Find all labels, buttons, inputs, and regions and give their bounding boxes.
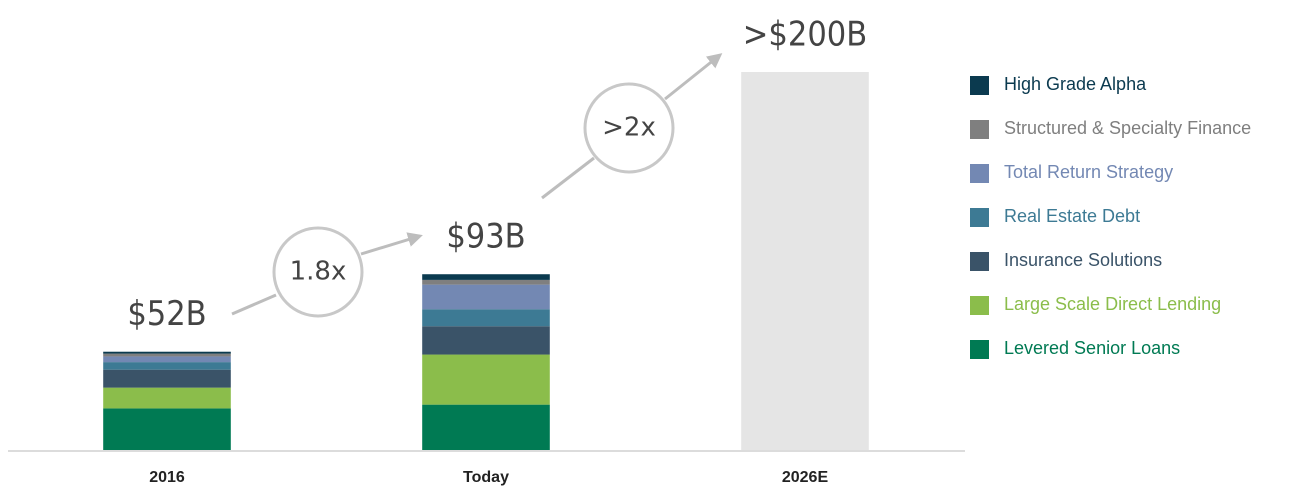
legend-label: High Grade Alpha	[1004, 74, 1147, 94]
arrow	[664, 53, 723, 101]
bar-segment	[103, 369, 231, 388]
legend-label: Total Return Strategy	[1004, 162, 1173, 182]
bar-segment	[422, 279, 550, 285]
legend-label: Insurance Solutions	[1004, 250, 1162, 270]
arrow	[541, 156, 595, 200]
bar-segment	[422, 326, 550, 355]
bar-segment	[103, 353, 231, 357]
total-label: $52B	[127, 294, 206, 334]
annotation-circle	[272, 226, 364, 318]
total-label: $93B	[446, 217, 525, 257]
legend-label: Structured & Specialty Finance	[1004, 118, 1251, 138]
bar-segment	[422, 354, 550, 405]
legend-swatch	[970, 296, 989, 315]
legend-swatch	[970, 252, 989, 271]
bar-segment	[103, 356, 231, 363]
legend-label: Real Estate Debt	[1004, 206, 1140, 226]
bar-segment	[422, 274, 550, 280]
bar-segment	[103, 387, 231, 409]
legend-swatch	[970, 340, 989, 359]
legend-swatch	[970, 208, 989, 227]
legend-label: Large Scale Direct Lending	[1004, 294, 1221, 314]
bar-segment	[422, 284, 550, 310]
legend-label: Levered Senior Loans	[1004, 338, 1180, 358]
x-tick-label: 2026E	[782, 469, 829, 486]
bar-segment	[103, 408, 231, 450]
annotation-circle	[583, 82, 675, 174]
x-tick-label: Today	[463, 469, 509, 486]
arrow	[231, 293, 277, 316]
bar	[741, 72, 869, 450]
x-tick-label: 2016	[149, 469, 185, 486]
bar-segment	[422, 309, 550, 327]
bar-segment	[422, 404, 550, 450]
legend-swatch	[970, 76, 989, 95]
arrow	[360, 232, 423, 256]
legend-swatch	[970, 120, 989, 139]
bar-segment	[103, 351, 231, 354]
legend-swatch	[970, 164, 989, 183]
annotation: 1.8x	[290, 257, 347, 287]
annotation: >2x	[602, 113, 656, 143]
bar-segment	[103, 362, 231, 370]
total-label: >$200B	[743, 15, 867, 55]
